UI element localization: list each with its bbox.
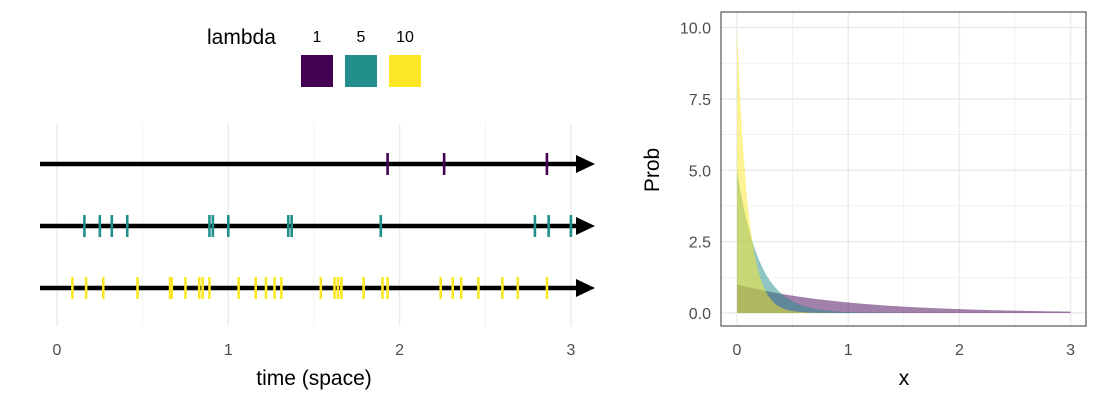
density-y-tick-label: 5.0 <box>689 163 711 180</box>
legend-key-swatch <box>389 55 421 87</box>
legend-label: 1 <box>313 29 322 46</box>
density-area-lambda-1 <box>737 284 1071 313</box>
legend-key-swatch <box>345 55 377 87</box>
timeline-panel: 0 1 2 3 time (space) <box>40 123 595 390</box>
density-x-tick-label: 3 <box>1066 342 1075 359</box>
timeline-x-tick-label: 2 <box>395 342 404 359</box>
density-grid <box>721 12 1086 326</box>
timeline-event-ticks <box>71 153 573 299</box>
density-x-tick-label: 2 <box>955 342 964 359</box>
timeline-arrow-head-10 <box>576 279 595 297</box>
density-y-tick-label: 2.5 <box>689 235 711 252</box>
timeline-x-tick-labels: 0 1 2 3 <box>53 342 576 359</box>
density-y-tick-labels: 0.0 2.5 5.0 7.5 10.0 <box>680 21 711 324</box>
density-panel-border <box>720 11 1087 327</box>
timeline-x-axis-title: time (space) <box>256 367 372 390</box>
timeline-arrows <box>40 155 595 297</box>
timeline-x-tick-label: 3 <box>566 342 575 359</box>
timeline-arrow-head-5 <box>576 217 595 235</box>
density-y-tick-label: 0.0 <box>689 306 711 323</box>
legend-label: 10 <box>396 29 414 46</box>
density-y-axis-title: Prob <box>641 148 664 192</box>
timeline-x-tick-label: 1 <box>224 342 233 359</box>
legend: lambda 1 5 10 <box>207 26 421 87</box>
density-panel: 0.0 2.5 5.0 7.5 10.0 0 1 2 3 x Prob <box>641 11 1087 390</box>
density-x-tick-label: 0 <box>733 342 742 359</box>
density-y-tick-label: 10.0 <box>680 21 711 38</box>
legend-entries: 1 5 10 <box>301 29 421 87</box>
density-y-tick-label: 7.5 <box>689 92 711 109</box>
density-x-tick-label: 1 <box>844 342 853 359</box>
legend-title: lambda <box>207 26 276 49</box>
density-area-lambda-5 <box>737 170 1071 313</box>
legend-label: 5 <box>357 29 366 46</box>
legend-key-swatch <box>301 55 333 87</box>
timeline-x-tick-label: 0 <box>53 342 62 359</box>
density-areas <box>737 27 1071 313</box>
timeline-arrow-head-1 <box>576 155 595 173</box>
density-x-axis-title: x <box>899 367 910 390</box>
density-x-tick-labels: 0 1 2 3 <box>733 342 1076 359</box>
